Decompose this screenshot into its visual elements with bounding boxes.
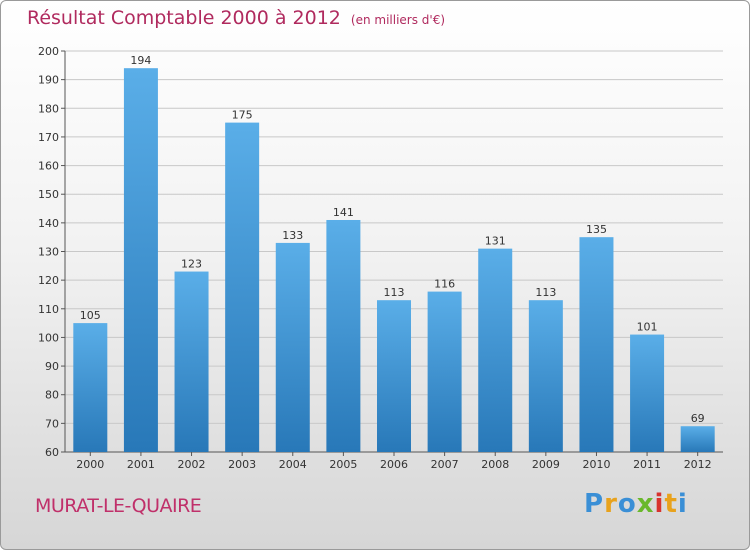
chart-subtitle: (en milliers d'€) [350, 13, 446, 27]
x-tick-label: 2000 [76, 458, 104, 471]
data-label: 113 [384, 286, 405, 299]
x-tick-label: 2008 [481, 458, 509, 471]
logo-letter: i [654, 489, 665, 519]
x-tick-label: 2006 [380, 458, 408, 471]
data-label: 133 [282, 229, 303, 242]
bar [225, 122, 260, 452]
logo-letter: r [604, 489, 618, 519]
proxiti-logo[interactable]: Proxiti [584, 489, 688, 519]
data-label: 69 [691, 412, 705, 425]
bar [377, 300, 411, 452]
x-tick-label: 2002 [178, 458, 206, 471]
bar [630, 334, 665, 452]
y-tick-label: 100 [38, 331, 59, 344]
data-label: 113 [535, 286, 556, 299]
data-label: 194 [130, 54, 151, 67]
y-tick-label: 190 [38, 74, 59, 87]
bar [579, 237, 614, 452]
logo-letter: t [664, 489, 678, 519]
data-label: 101 [637, 321, 658, 334]
y-tick-label: 70 [45, 417, 59, 430]
data-label: 141 [333, 206, 354, 219]
y-tick-label: 80 [45, 389, 59, 402]
y-tick-label: 180 [38, 102, 59, 115]
x-tick-label: 2003 [228, 458, 256, 471]
x-tick-label: 2009 [532, 458, 560, 471]
chart-title: Résultat Comptable 2000 à 2012 (en millie… [27, 7, 446, 29]
x-tick-label: 2010 [582, 458, 610, 471]
y-tick-label: 110 [38, 303, 59, 316]
bar [73, 323, 108, 452]
y-tick-label: 90 [45, 360, 59, 373]
data-label: 135 [586, 223, 607, 236]
x-tick-label: 2007 [431, 458, 459, 471]
bar [123, 68, 158, 452]
bar [427, 291, 462, 452]
bar [680, 426, 715, 452]
data-label: 105 [80, 309, 101, 322]
data-label: 123 [181, 258, 202, 271]
y-tick-label: 120 [38, 274, 59, 287]
bar [275, 242, 310, 452]
y-tick-label: 60 [45, 446, 59, 459]
bar [478, 248, 513, 452]
y-tick-label: 170 [38, 131, 59, 144]
y-tick-label: 150 [38, 188, 59, 201]
data-label: 116 [434, 278, 455, 291]
labels: 60 70 80 90 100 110 120 130 140 150 160 170 180 190 20… [38, 45, 712, 471]
x-tick-label: 2005 [329, 458, 357, 471]
logo-letter: o [617, 489, 637, 519]
logo-letter: P [584, 489, 605, 519]
y-tick-label: 130 [38, 246, 59, 259]
x-tick-label: 2004 [279, 458, 307, 471]
x-tick-label: 2001 [127, 458, 155, 471]
x-tick-label: 2011 [633, 458, 661, 471]
x-tick-label: 2012 [684, 458, 712, 471]
city-name: MURAT-LE-QUAIRE [35, 495, 202, 517]
y-tick-label: 160 [38, 160, 59, 173]
logo-letter: i [677, 489, 688, 519]
logo-letter: x [636, 489, 655, 519]
bar [174, 271, 209, 452]
bars [73, 68, 715, 452]
data-label: 131 [485, 235, 506, 248]
bar [326, 219, 361, 452]
y-tick-label: 200 [38, 45, 59, 58]
y-tick-label: 140 [38, 217, 59, 230]
bar [528, 300, 563, 452]
data-label: 175 [232, 109, 253, 122]
